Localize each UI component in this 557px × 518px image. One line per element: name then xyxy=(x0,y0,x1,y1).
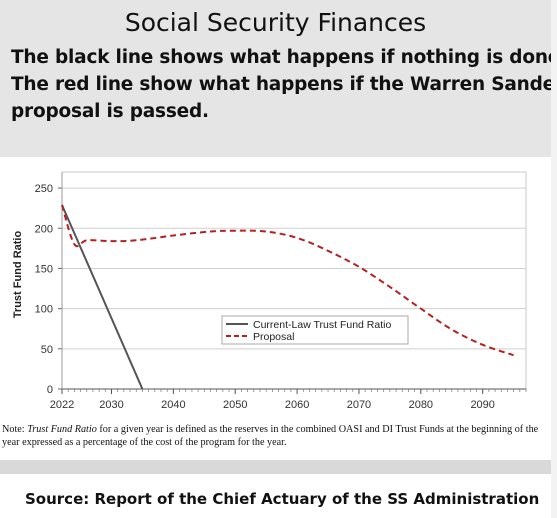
x-tick-label: 2070 xyxy=(347,399,371,411)
y-tick-label: 200 xyxy=(35,223,53,235)
series-line-proposal xyxy=(61,204,514,357)
x-tick-label: 2022 xyxy=(50,399,74,411)
legend-label: Current-Law Trust Fund Ratio xyxy=(253,319,391,331)
y-tick-label: 50 xyxy=(41,344,53,356)
page-title: Social Security Finances xyxy=(124,8,427,37)
description-line-1: The black line shows what happens if not… xyxy=(11,47,557,68)
axes: 0 50 100 150 200 250 2022 2030 2040 2050 2060 2070 2… xyxy=(12,172,527,411)
right-edge xyxy=(551,0,557,518)
source-citation: Source: Report of the Chief Actuary of t… xyxy=(25,490,540,508)
x-tick-label: 2050 xyxy=(223,399,247,411)
note-prefix: Note: xyxy=(2,424,28,435)
x-tick-label: 2030 xyxy=(99,399,123,411)
x-tick-label: 2060 xyxy=(285,399,309,411)
y-tick-label: 150 xyxy=(35,263,53,275)
note-term: Trust Fund Ratio xyxy=(27,424,97,435)
legend-label: Proposal xyxy=(253,331,294,343)
divider-bar xyxy=(0,460,551,474)
grid xyxy=(61,171,527,390)
description: The black line shows what happens if not… xyxy=(11,44,557,125)
y-tick-label: 100 xyxy=(35,304,53,316)
trust-fund-chart: 0 50 100 150 200 250 2022 2030 2040 2050 2060 2070 2… xyxy=(12,171,527,411)
y-tick-label: 250 xyxy=(35,183,53,195)
description-line-3: proposal is passed. xyxy=(11,101,209,122)
series xyxy=(61,204,514,390)
y-tick-label: 0 xyxy=(47,384,53,396)
header-panel: Social Security Finances The black line … xyxy=(0,0,557,157)
plot-frame xyxy=(61,171,527,390)
note-text: for a given year is defined as the reser… xyxy=(2,424,539,448)
chart-note: Note: Trust Fund Ratio for a given year … xyxy=(2,424,552,449)
y-axis-label: Trust Fund Ratio xyxy=(12,231,24,319)
x-tick-label: 2090 xyxy=(470,399,494,411)
chart-panel: 0 50 100 150 200 250 2022 2030 2040 2050 2060 2070 2… xyxy=(0,157,551,423)
x-tick-label: 2080 xyxy=(409,399,433,411)
legend-box xyxy=(221,315,409,345)
x-tick-label: 2040 xyxy=(161,399,185,411)
description-line-2: The red line show what happens if the Wa… xyxy=(11,74,557,95)
series-line-current-law xyxy=(61,204,144,390)
